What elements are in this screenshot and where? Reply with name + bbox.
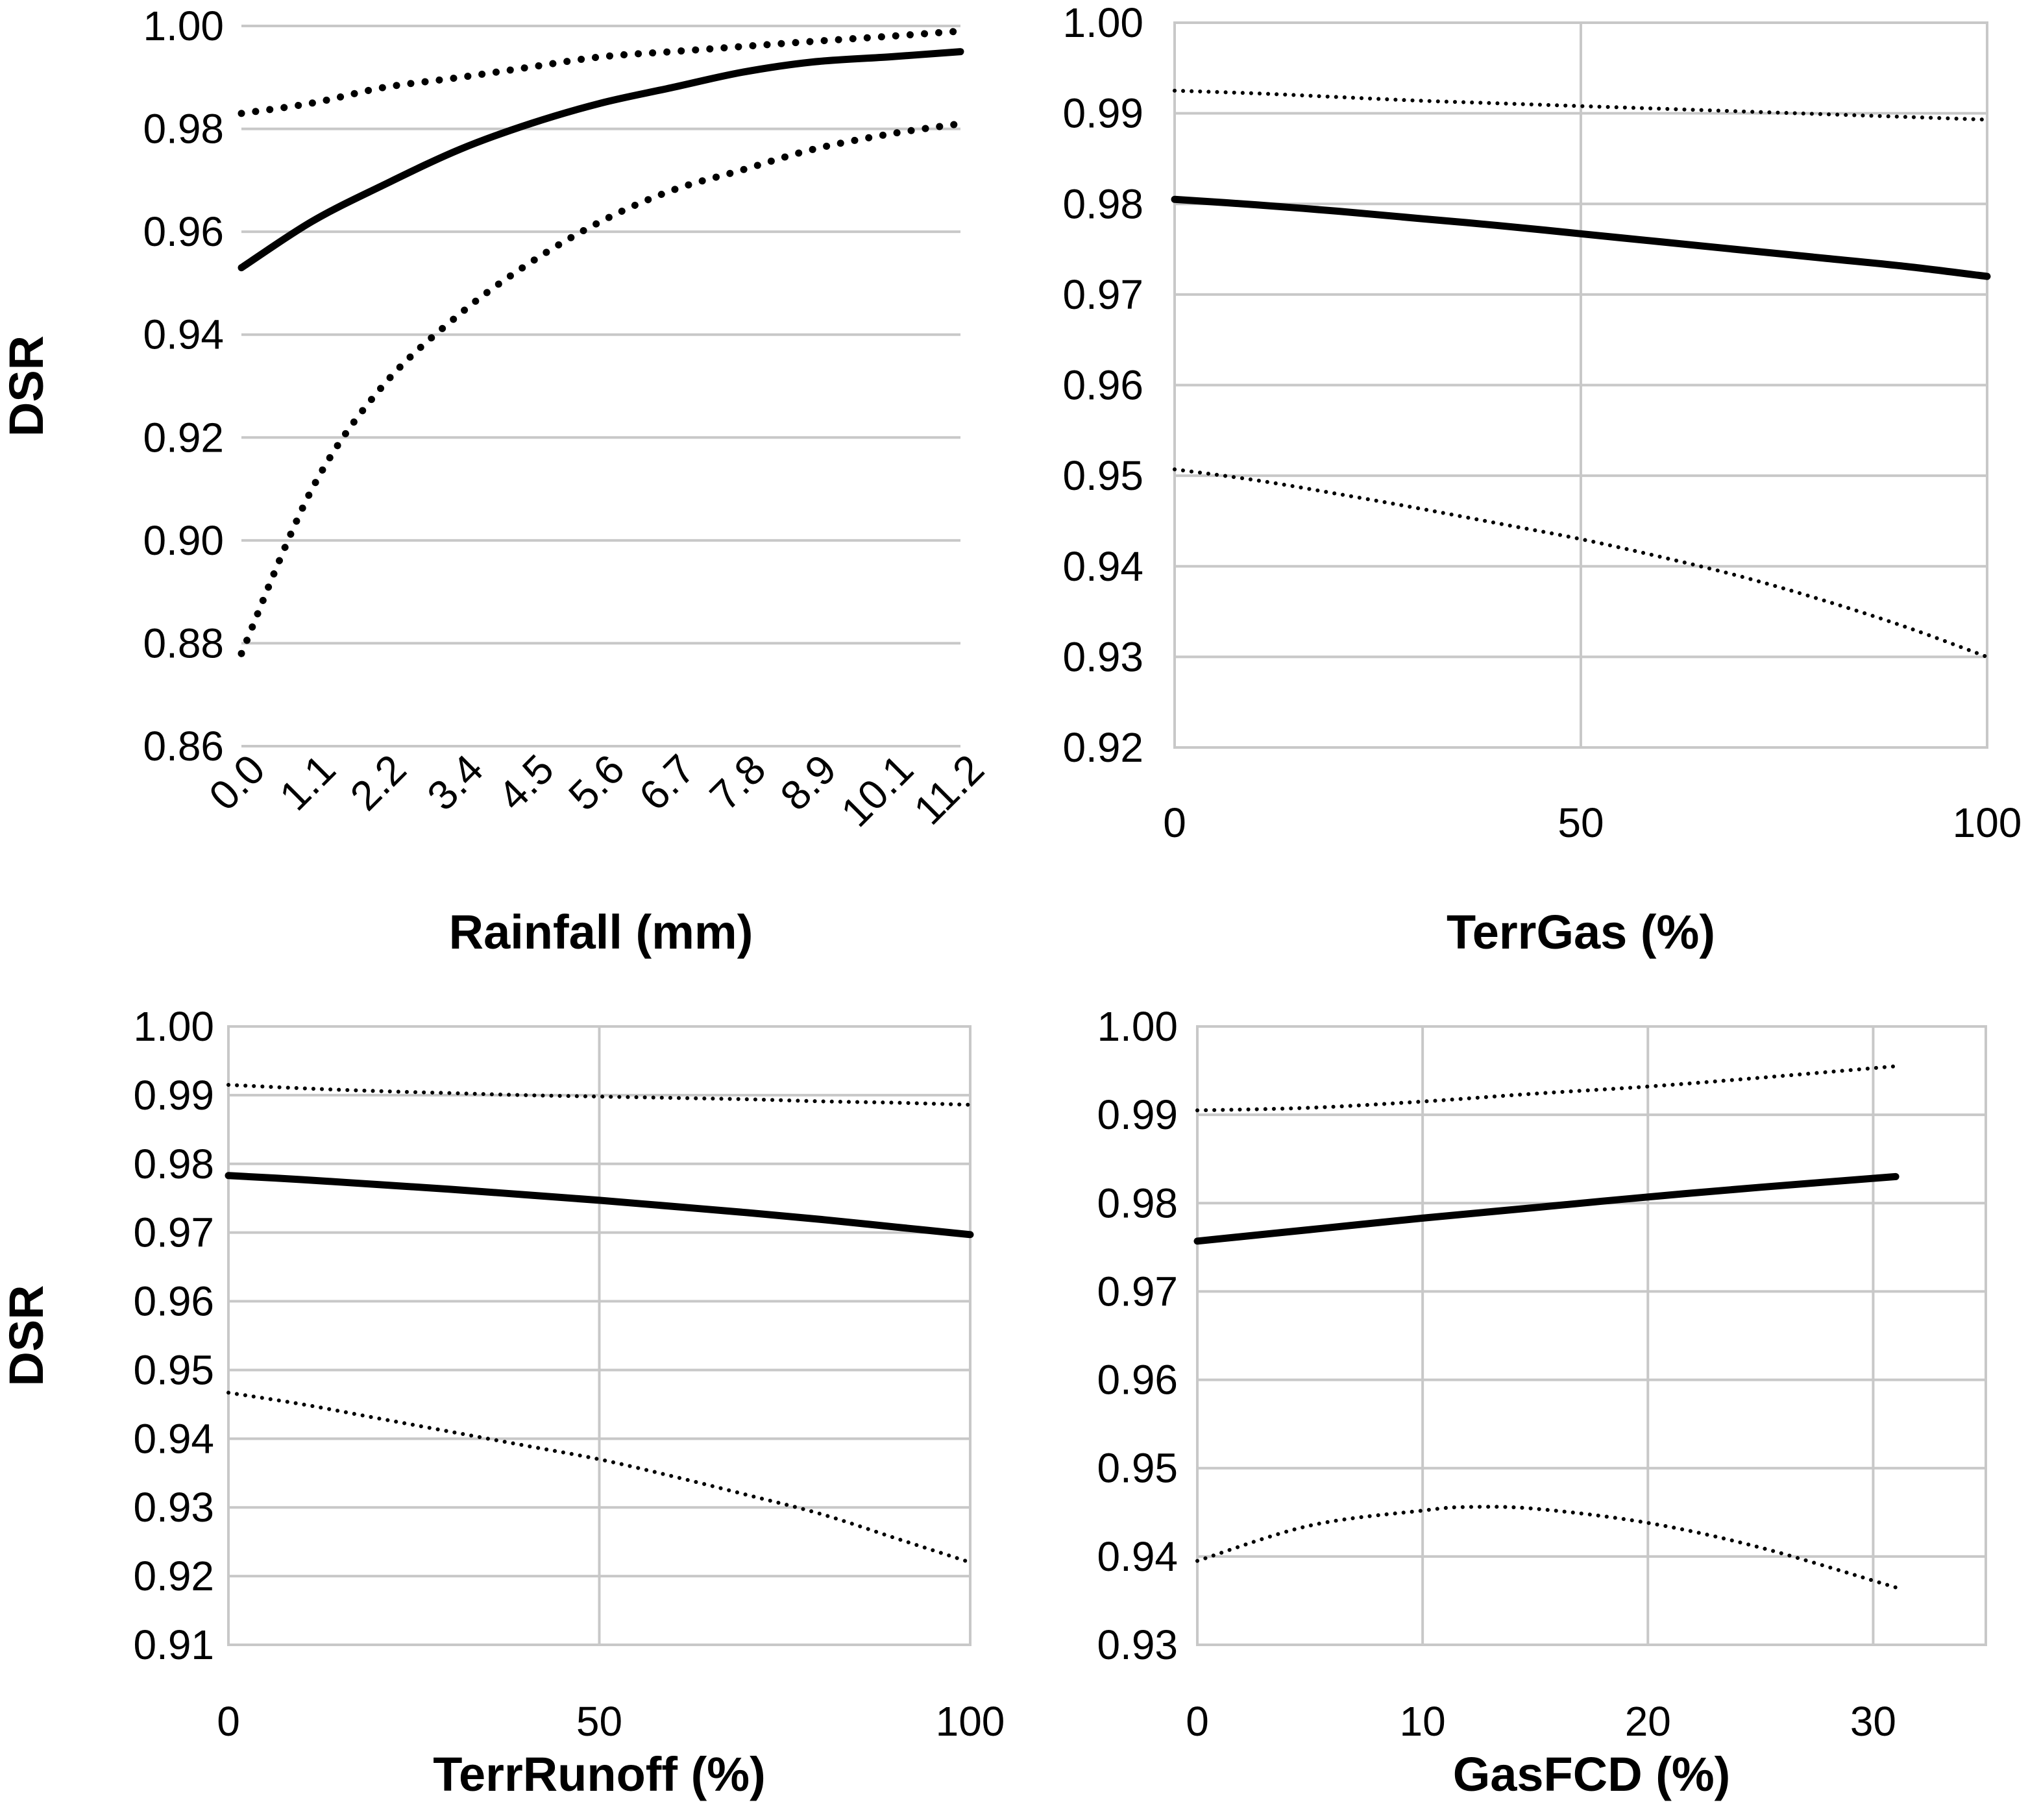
y-tick-label: 0.93	[133, 1484, 214, 1531]
y-tick-label: 0.97	[1062, 271, 1143, 318]
x-tick-label: 0	[1186, 1698, 1209, 1745]
x-tick-label: 3.4	[418, 746, 492, 819]
x-tick-label: 5.6	[559, 746, 633, 819]
x-tick-label: 50	[576, 1698, 622, 1745]
y-tick-label: 0.99	[133, 1072, 214, 1119]
x-axis-title: TerrRunoff (%)	[433, 1747, 765, 1801]
y-tick-label: 0.92	[143, 414, 224, 461]
y-tick-label: 0.90	[143, 517, 224, 564]
series-line-1-dotted	[1195, 1064, 1898, 1113]
y-tick-label: 0.98	[1062, 180, 1143, 227]
x-axis-title: Rainfall (mm)	[449, 905, 753, 959]
series-line-2-solid	[225, 1172, 974, 1239]
series-line-3-dotted	[226, 1390, 972, 1564]
y-tick-label: 0.95	[1062, 452, 1143, 499]
chart-rainfall: 0.860.880.900.920.940.960.981.000.01.12.…	[0, 3, 993, 959]
x-tick-label: 8.9	[772, 746, 846, 819]
x-axis-title: GasFCD (%)	[1453, 1747, 1731, 1801]
x-tick-label: 100	[936, 1698, 1005, 1745]
y-tick-label: 1.00	[1097, 1003, 1178, 1050]
y-tick-label: 0.94	[143, 311, 224, 358]
series-line-1-dotted-thick	[238, 27, 964, 117]
x-tick-label: 4.5	[489, 746, 563, 819]
y-tick-label: 1.00	[1062, 0, 1143, 46]
series-line-1-dotted	[226, 1083, 972, 1107]
y-tick-label: 0.86	[143, 723, 224, 770]
x-tick-label: 30	[1850, 1698, 1896, 1745]
x-tick-label: 0	[1163, 799, 1186, 846]
y-tick-label: 0.94	[1062, 543, 1143, 590]
y-tick-label: 0.97	[1097, 1268, 1178, 1315]
y-tick-label: 0.97	[133, 1209, 214, 1256]
series-line-3-dotted-thick	[238, 120, 964, 657]
plot-frame	[1196, 1025, 1987, 1646]
series-line-3-dotted	[1173, 467, 1989, 659]
y-tick-label: 0.96	[133, 1278, 214, 1325]
y-tick-label: 0.96	[1062, 362, 1143, 409]
x-tick-label: 10.1	[832, 746, 922, 836]
y-tick-label: 0.98	[1097, 1180, 1178, 1226]
chart-terrrunoff: 0.91 0.92 0.93 0.94 0.95 0.96 0.97 0.98 0.99 1.00…	[0, 1003, 1005, 1801]
y-tick-label: 1.00	[143, 3, 224, 49]
plot-frame	[1173, 21, 1988, 749]
plot-frame	[227, 1025, 971, 1646]
y-tick-label: 0.98	[143, 106, 224, 152]
series-line-2-solid	[1171, 195, 1991, 280]
x-tick-label: 100	[1953, 799, 2022, 846]
x-tick-label: 1.1	[271, 746, 345, 819]
chart-terrgas: 0.92 0.93 0.94 0.95 0.96 0.97 0.98 0.99 1.00 0 50 1…	[1062, 0, 2022, 959]
y-axis-title: DSR	[0, 1285, 53, 1386]
x-axis-title: TerrGas (%)	[1447, 905, 1715, 959]
y-tick-label: 0.98	[133, 1141, 214, 1187]
series-line-2-solid	[1193, 1172, 1900, 1245]
x-tick-label: 10	[1400, 1698, 1446, 1745]
y-axis-title: DSR	[0, 335, 53, 437]
y-tick-label: 0.94	[1097, 1533, 1178, 1580]
chart-gasfcd: 0.93 0.94 0.95 0.96 0.97 0.98 0.99 1.00 0 10 20 30 G…	[1097, 1003, 1987, 1801]
y-tick-label: 0.95	[133, 1346, 214, 1393]
y-tick-label: 0.94	[133, 1415, 214, 1462]
y-tick-label: 1.00	[133, 1003, 214, 1050]
y-tick-label: 0.96	[143, 208, 224, 255]
x-tick-label: 11.2	[905, 746, 993, 834]
y-tick-label: 0.99	[1097, 1091, 1178, 1138]
y-tick-label: 0.88	[143, 620, 224, 666]
y-tick-label: 0.99	[1062, 90, 1143, 137]
y-tick-label: 0.91	[133, 1621, 214, 1668]
series-line-1-dotted	[1173, 88, 1989, 122]
y-tick-label: 0.95	[1097, 1445, 1178, 1492]
x-tick-label: 6.7	[630, 746, 704, 819]
x-tick-label: 0	[217, 1698, 240, 1745]
y-tick-label: 0.93	[1062, 633, 1143, 680]
x-tick-label: 2.2	[341, 746, 415, 819]
x-tick-label: 20	[1625, 1698, 1671, 1745]
x-tick-label: 7.8	[701, 746, 775, 819]
x-tick-label: 50	[1558, 799, 1604, 846]
y-tick-label: 0.92	[133, 1553, 214, 1599]
y-tick-label: 0.96	[1097, 1357, 1178, 1403]
y-tick-label: 0.92	[1062, 724, 1143, 771]
y-tick-label: 0.93	[1097, 1621, 1178, 1668]
series-line-3-dotted	[1195, 1505, 1898, 1590]
series-line-2-solid	[238, 48, 964, 272]
